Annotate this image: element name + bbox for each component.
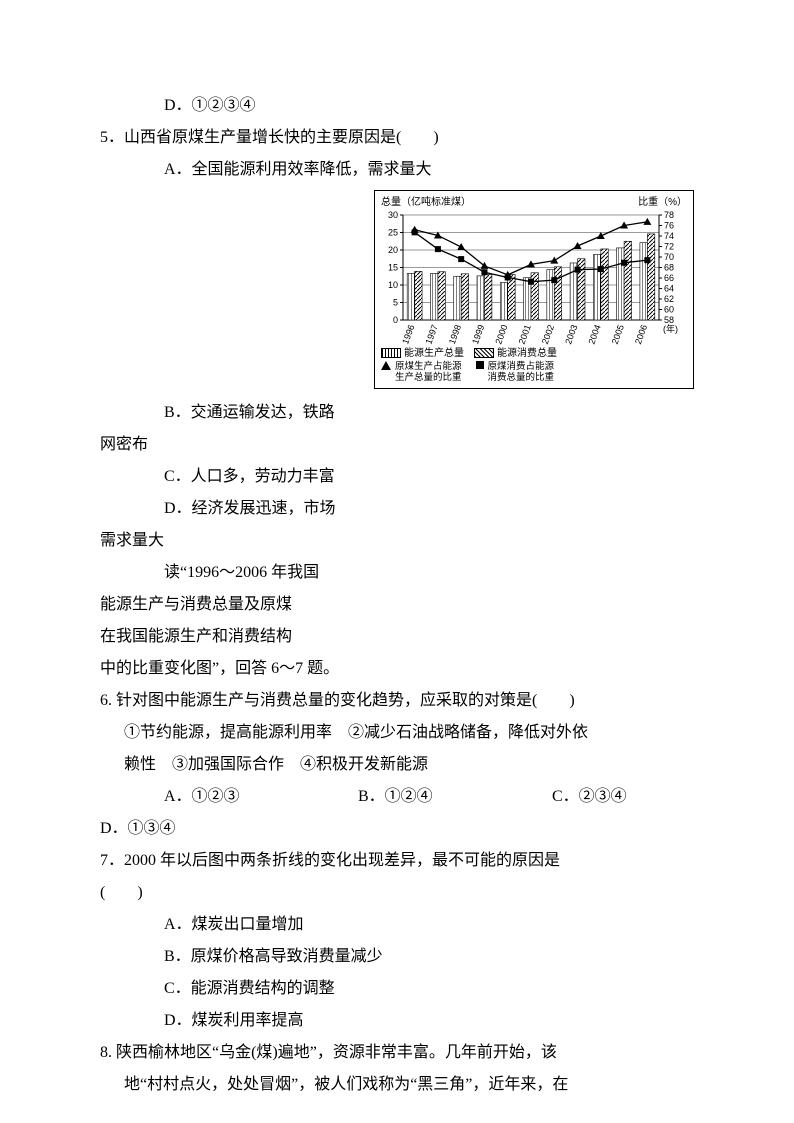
svg-text:1998: 1998 [447,323,463,345]
embedded-chart: 总量（亿吨标准煤） 比重（%） 051015202530586062646668… [374,190,694,389]
q6-stem: 6. 针对图中能源生产与消费总量的变化趋势，应采取的对策是( ) [100,685,694,717]
legend-bar-prod: 能源生产总量 [404,348,464,359]
svg-text:1997: 1997 [424,323,440,345]
svg-text:2005: 2005 [610,323,626,345]
legend-swatch-cons-icon [474,348,494,358]
chart-box: 总量（亿吨标准煤） 比重（%） 051015202530586062646668… [374,190,694,389]
svg-text:5: 5 [393,298,398,308]
q8-line2: 地“村村点火，处处冒烟”，被人们戏称为“黑三角”，近年来，在 [100,1069,694,1101]
svg-text:10: 10 [388,280,398,290]
legend-line-prod: 原煤生产占能源生产总量的比重 [395,361,462,384]
svg-text:0: 0 [393,315,398,325]
svg-text:2004: 2004 [586,323,602,345]
svg-text:70: 70 [664,252,674,262]
q6-option-c: C．②③④ [552,781,627,813]
svg-text:30: 30 [388,211,398,220]
q5-option-d-part1: D．经济发展迅速，市场 [100,493,694,525]
q5-option-b-part1: B．交通运输发达，铁路 [100,397,694,429]
svg-text:20: 20 [388,245,398,255]
q6-statement-line2: 赖性 ③加强国际合作 ④积极开发新能源 [100,749,694,781]
chart-left-axis-title: 总量（亿吨标准煤） [381,197,471,209]
q5-option-d-part2: 需求量大 [100,525,694,557]
q5-option-c: C．人口多，劳动力丰富 [100,461,694,493]
svg-text:74: 74 [664,231,674,241]
triangle-marker-icon [381,361,391,370]
q7-option-c: C．能源消费结构的调整 [100,973,694,1005]
svg-text:62: 62 [664,294,674,304]
svg-text:2003: 2003 [563,323,579,345]
q6-option-b: B．①②④ [358,781,548,813]
svg-text:2001: 2001 [517,323,533,345]
q5-option-b-part2: 网密布 [100,429,694,461]
intro-6-7-line1: 读“1996～2006 年我国 [100,557,694,589]
legend-swatch-prod-icon [381,348,401,358]
svg-text:78: 78 [664,211,674,220]
q5-option-a: A．全国能源利用效率降低，需求量大 [100,154,694,186]
chart-svg: 0510152025305860626466687072747678199619… [381,211,681,346]
svg-text:60: 60 [664,305,674,315]
svg-text:66: 66 [664,273,674,283]
svg-text:64: 64 [664,284,674,294]
q6-statement-line1: ①节约能源，提高能源利用率 ②减少石油战略储备，降低对外依 [100,717,694,749]
svg-text:2002: 2002 [540,323,556,345]
svg-text:68: 68 [664,263,674,273]
chart-legend-bars: 能源生产总量 能源消费总量 [381,348,687,359]
svg-text:(年): (年) [663,323,678,334]
q7-stem-line2: ( ) [100,877,694,909]
q6-option-a: A．①②③ [164,781,354,813]
svg-text:2006: 2006 [633,323,649,345]
legend-bar-cons: 能源消费总量 [497,348,557,359]
q8-line1: 8. 陕西榆林地区“乌金(煤)遍地”，资源非常丰富。几年前开始，该 [100,1037,694,1069]
q7-option-a: A．煤炭出口量增加 [100,909,694,941]
svg-text:15: 15 [388,263,398,273]
q7-stem-line1: 7．2000 年以后图中两条折线的变化出现差异，最不可能的原因是 [100,845,694,877]
q4-option-d: D．①②③④ [100,90,694,122]
svg-text:1999: 1999 [470,323,486,345]
svg-text:25: 25 [388,228,398,238]
svg-text:2000: 2000 [493,323,509,345]
square-marker-icon [476,361,484,369]
intro-6-7-line3: 在我国能源生产和消费结构 [100,621,694,653]
svg-text:1996: 1996 [400,323,416,345]
svg-text:72: 72 [664,242,674,252]
q7-option-b: B．原煤价格高导致消费量减少 [100,941,694,973]
q5-stem: 5．山西省原煤生产量增长快的主要原因是( ) [100,122,694,154]
q7-option-d: D．煤炭利用率提高 [100,1005,694,1037]
q6-option-d: D．①③④ [100,813,694,845]
chart-axis-titles: 总量（亿吨标准煤） 比重（%） [381,197,687,209]
legend-line-cons: 原煤消费占能源消费总量的比重 [488,361,555,384]
chart-legend-lines: 原煤生产占能源生产总量的比重 原煤消费占能源消费总量的比重 [381,361,687,384]
q6-options-row1: A．①②③ B．①②④ C．②③④ [100,781,694,813]
intro-6-7-line2: 能源生产与消费总量及原煤 [100,589,694,621]
svg-text:76: 76 [664,221,674,231]
intro-6-7-line4: 中的比重变化图”，回答 6～7 题。 [100,653,694,685]
chart-right-axis-title: 比重（%） [638,197,687,209]
